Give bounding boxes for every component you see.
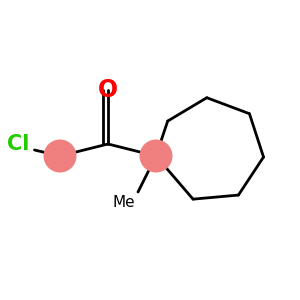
Circle shape <box>140 140 172 172</box>
Text: O: O <box>98 78 118 102</box>
Text: Cl: Cl <box>7 134 29 154</box>
Text: Me: Me <box>112 195 135 210</box>
Circle shape <box>44 140 76 172</box>
